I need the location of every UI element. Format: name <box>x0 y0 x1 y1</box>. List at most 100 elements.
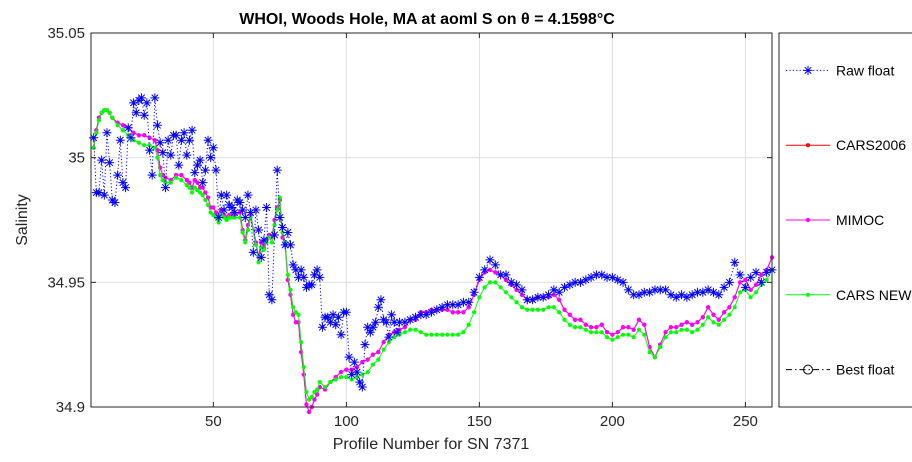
data-point-cars-new <box>525 307 530 312</box>
data-point-cars-new <box>493 280 498 285</box>
data-point-mimoc <box>187 180 192 185</box>
data-point-cars-new <box>668 330 674 335</box>
data-point-raw-float <box>650 285 660 295</box>
data-point-raw-float <box>373 302 383 312</box>
data-point-raw-float <box>259 235 269 245</box>
data-point-raw-float <box>131 108 141 118</box>
data-point-cars-new <box>541 307 546 312</box>
data-point-mimoc <box>493 270 498 275</box>
data-point-raw-float <box>586 272 596 282</box>
data-point-mimoc <box>562 307 567 312</box>
data-point-cars-new <box>376 357 381 362</box>
legend-item-best-float: Best float <box>786 362 894 378</box>
data-point-raw-float <box>94 188 104 198</box>
data-point-mimoc <box>551 292 556 297</box>
data-point-mimoc <box>301 372 306 377</box>
data-point-raw-float <box>171 130 181 140</box>
data-point-raw-float <box>182 150 192 160</box>
data-point-cars-new <box>514 300 519 305</box>
data-point-raw-float <box>666 290 676 300</box>
data-point-cars-new <box>205 202 211 208</box>
data-point-cars-new <box>307 397 312 402</box>
data-point-mimoc <box>631 327 636 332</box>
data-point-raw-float <box>607 272 617 282</box>
data-point-mimoc <box>203 190 208 195</box>
data-point-cars-new <box>674 330 679 335</box>
data-point-cars-new <box>620 332 626 337</box>
data-point-mimoc <box>706 305 711 310</box>
legend-item-cars2006: CARS2006 <box>786 137 906 153</box>
data-point-mimoc <box>376 350 381 355</box>
data-point-mimoc <box>211 205 216 210</box>
data-point-raw-float <box>730 257 740 267</box>
legend-item-cars-new: CARS NEW <box>786 287 912 303</box>
data-point-cars-new <box>716 322 721 327</box>
x-tick-label: 100 <box>334 413 359 430</box>
data-point-cars-new <box>301 365 306 370</box>
data-point-raw-float <box>315 272 325 282</box>
data-point-mimoc <box>583 322 588 327</box>
data-point-raw-float <box>150 93 160 103</box>
data-point-cars-new <box>174 175 179 180</box>
data-point-cars-new <box>253 242 259 248</box>
data-point-raw-float <box>283 227 293 237</box>
data-point-raw-float <box>427 307 436 317</box>
data-point-mimoc <box>626 325 631 330</box>
data-point-mimoc <box>711 312 716 317</box>
data-point-raw-float <box>97 155 107 165</box>
data-point-cars-new <box>155 155 160 160</box>
data-point-raw-float <box>307 280 317 290</box>
data-point-raw-float <box>671 292 681 302</box>
data-point-cars-new <box>221 215 227 220</box>
data-point-mimoc <box>663 330 668 335</box>
data-point-raw-float <box>121 183 131 193</box>
data-point-mimoc <box>381 340 386 345</box>
data-point-raw-float <box>278 222 288 232</box>
data-point-raw-float <box>142 98 152 108</box>
data-point-raw-float <box>235 198 245 208</box>
data-point-raw-float <box>336 330 346 340</box>
data-point-cars-new <box>604 335 610 340</box>
data-point-raw-float <box>166 150 176 160</box>
data-point-cars-new <box>386 340 392 345</box>
data-point-cars-new <box>530 307 535 312</box>
data-point-raw-float <box>458 297 468 307</box>
data-point-mimoc <box>487 267 493 272</box>
data-point-raw-float <box>549 285 559 295</box>
data-point-raw-float <box>560 282 570 292</box>
data-point-raw-float <box>360 340 370 350</box>
legend-marker <box>803 364 813 375</box>
data-point-raw-float <box>661 285 671 295</box>
data-point-mimoc <box>684 320 689 325</box>
data-point-cars-new <box>208 210 213 215</box>
data-point-cars-new <box>424 332 429 337</box>
data-point-cars-new <box>317 379 322 385</box>
data-point-cars-new <box>240 230 245 235</box>
data-point-raw-float <box>570 277 580 287</box>
data-point-raw-float <box>198 178 208 188</box>
data-point-raw-float <box>174 160 184 170</box>
legend-label: CARS2006 <box>836 137 906 153</box>
data-point-cars-new <box>509 295 514 300</box>
x-tick-label: 250 <box>733 413 758 430</box>
data-point-raw-float <box>163 135 173 145</box>
data-point-mimoc <box>737 280 743 285</box>
data-point-cars-new <box>748 295 753 300</box>
data-point-cars-new <box>163 180 168 185</box>
data-point-raw-float <box>344 352 354 362</box>
data-point-raw-float <box>522 295 532 305</box>
data-point-cars-new <box>418 330 423 335</box>
data-point-cars-new <box>408 327 413 332</box>
data-point-raw-float <box>687 290 697 300</box>
data-point-raw-float <box>230 208 240 218</box>
data-point-cars-new <box>562 317 567 322</box>
data-point-cars-new <box>189 190 195 195</box>
data-point-cars-new <box>288 287 293 292</box>
data-point-raw-float <box>264 290 274 300</box>
data-point-raw-float <box>105 158 115 168</box>
data-point-mimoc <box>370 352 376 357</box>
x-tick-label: 50 <box>205 413 222 430</box>
data-point-mimoc <box>604 330 610 335</box>
data-point-cars-new <box>203 197 208 203</box>
data-point-raw-float <box>200 165 210 175</box>
